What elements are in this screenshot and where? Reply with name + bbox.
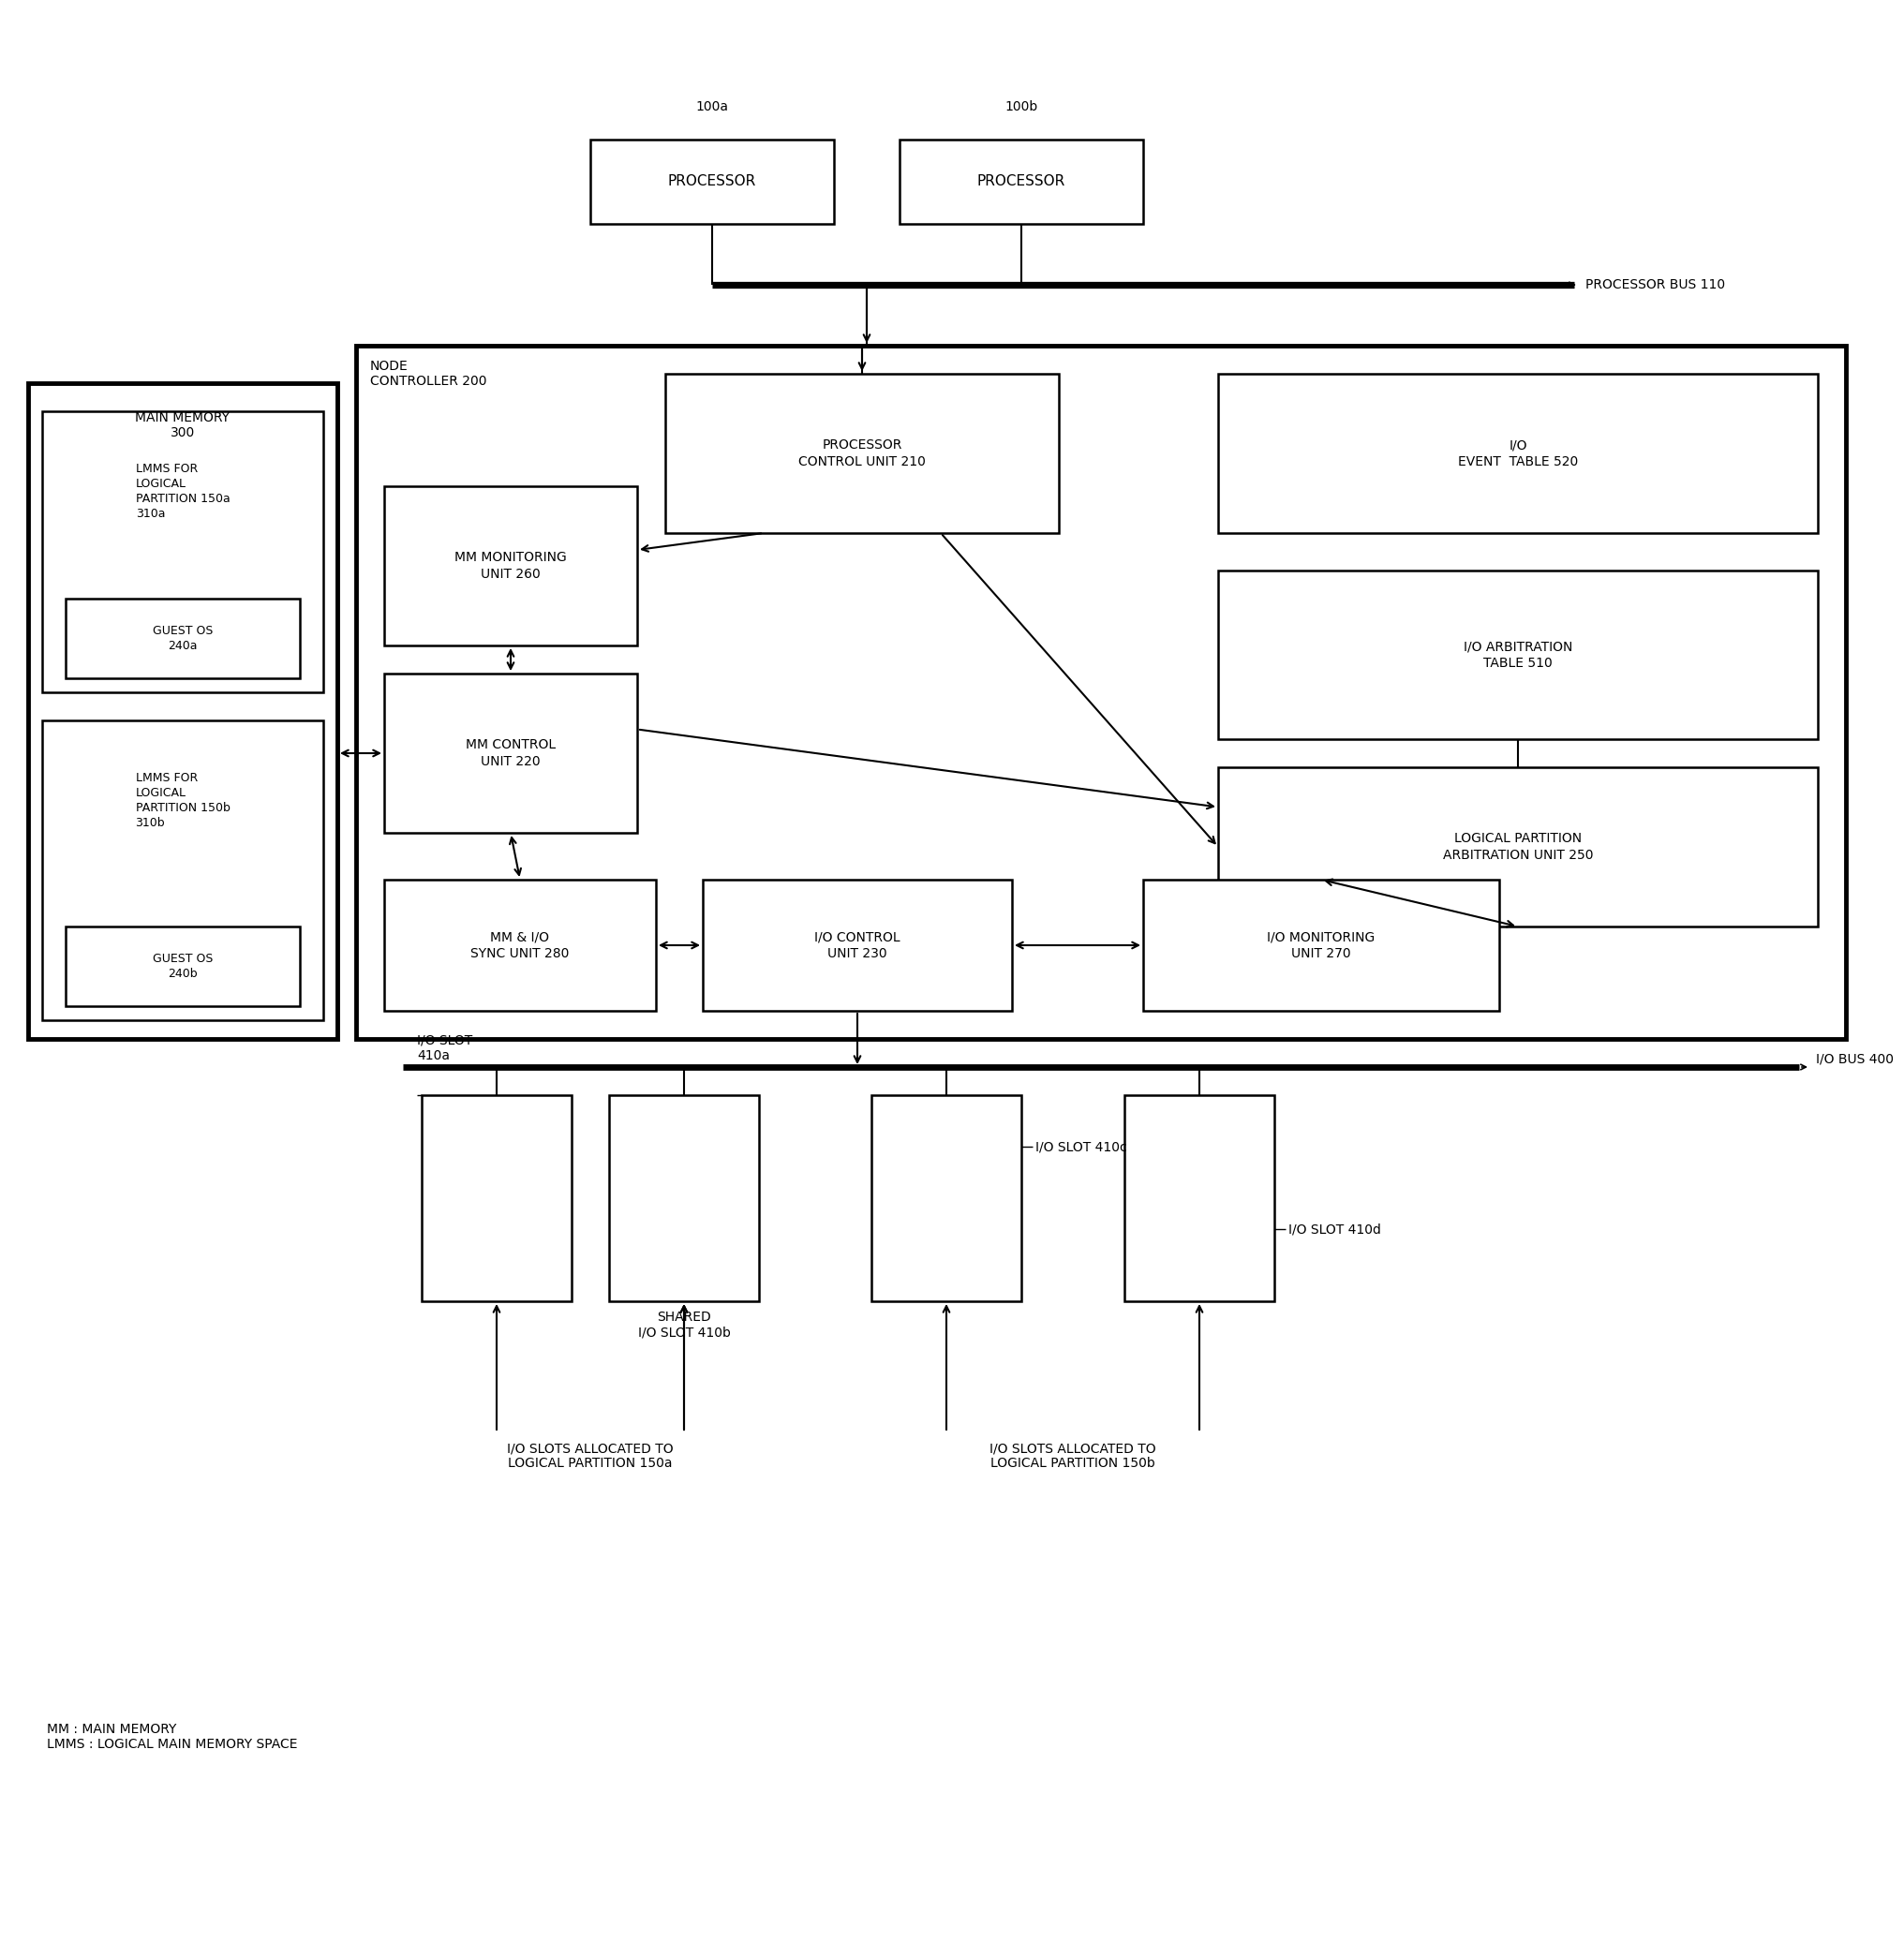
Bar [872,1096,1021,1301]
Text: GUEST OS
240b: GUEST OS 240b [152,953,213,980]
Text: GUEST OS
240a: GUEST OS 240a [152,624,213,652]
Text: LOGICAL PARTITION
ARBITRATION UNIT 250: LOGICAL PARTITION ARBITRATION UNIT 250 [1443,832,1594,861]
Bar [356,346,1845,1039]
Bar [385,879,655,1012]
Text: PROCESSOR
CONTROL UNIT 210: PROCESSOR CONTROL UNIT 210 [798,438,925,468]
Text: I/O ARBITRATION
TABLE 510: I/O ARBITRATION TABLE 510 [1464,640,1573,669]
Text: 100a: 100a [695,100,729,114]
Bar [42,411,324,693]
Text: I/O SLOTS ALLOCATED TO
LOGICAL PARTITION 150b: I/O SLOTS ALLOCATED TO LOGICAL PARTITION… [990,1442,1156,1470]
Bar [1219,374,1818,532]
Bar [1125,1096,1274,1301]
Text: I/O
EVENT  TABLE 520: I/O EVENT TABLE 520 [1458,438,1578,468]
Text: I/O BUS 400: I/O BUS 400 [1816,1053,1894,1067]
Bar [703,879,1011,1012]
Bar [29,384,337,1039]
Bar [899,139,1142,223]
Text: 100b: 100b [1005,100,1038,114]
Bar [1219,767,1818,926]
Text: SHARED
I/O SLOT 410b: SHARED I/O SLOT 410b [638,1311,731,1339]
Bar [421,1096,571,1301]
Bar [1219,571,1818,740]
Text: LMMS FOR
LOGICAL
PARTITION 150a
310a: LMMS FOR LOGICAL PARTITION 150a 310a [135,462,230,521]
Text: PROCESSOR: PROCESSOR [977,174,1066,188]
Text: PROCESSOR: PROCESSOR [668,174,756,188]
Text: MM & I/O
SYNC UNIT 280: MM & I/O SYNC UNIT 280 [470,932,569,959]
Text: I/O SLOT 410c: I/O SLOT 410c [1036,1141,1127,1153]
Text: MAIN MEMORY
300: MAIN MEMORY 300 [135,411,230,440]
Text: I/O MONITORING
UNIT 270: I/O MONITORING UNIT 270 [1268,932,1375,959]
Bar [42,720,324,1020]
Text: MM : MAIN MEMORY
LMMS : LOGICAL MAIN MEMORY SPACE: MM : MAIN MEMORY LMMS : LOGICAL MAIN MEM… [48,1722,297,1752]
Bar [385,485,638,646]
Bar [385,673,638,834]
Text: I/O SLOTS ALLOCATED TO
LOGICAL PARTITION 150a: I/O SLOTS ALLOCATED TO LOGICAL PARTITION… [506,1442,674,1470]
Bar [65,926,299,1006]
Bar [609,1096,760,1301]
Text: MM MONITORING
UNIT 260: MM MONITORING UNIT 260 [455,552,567,581]
Bar [1142,879,1498,1012]
Text: I/O SLOT 410d: I/O SLOT 410d [1289,1223,1380,1235]
Bar [590,139,834,223]
Bar [664,374,1059,532]
Text: PROCESSOR BUS 110: PROCESSOR BUS 110 [1586,278,1725,292]
Text: MM CONTROL
UNIT 220: MM CONTROL UNIT 220 [466,738,556,767]
Text: I/O CONTROL
UNIT 230: I/O CONTROL UNIT 230 [815,932,901,959]
Text: NODE
CONTROLLER 200: NODE CONTROLLER 200 [369,360,487,387]
Text: LMMS FOR
LOGICAL
PARTITION 150b
310b: LMMS FOR LOGICAL PARTITION 150b 310b [135,771,230,830]
Bar [65,599,299,679]
Text: I/O SLOT
410a: I/O SLOT 410a [417,1033,472,1063]
